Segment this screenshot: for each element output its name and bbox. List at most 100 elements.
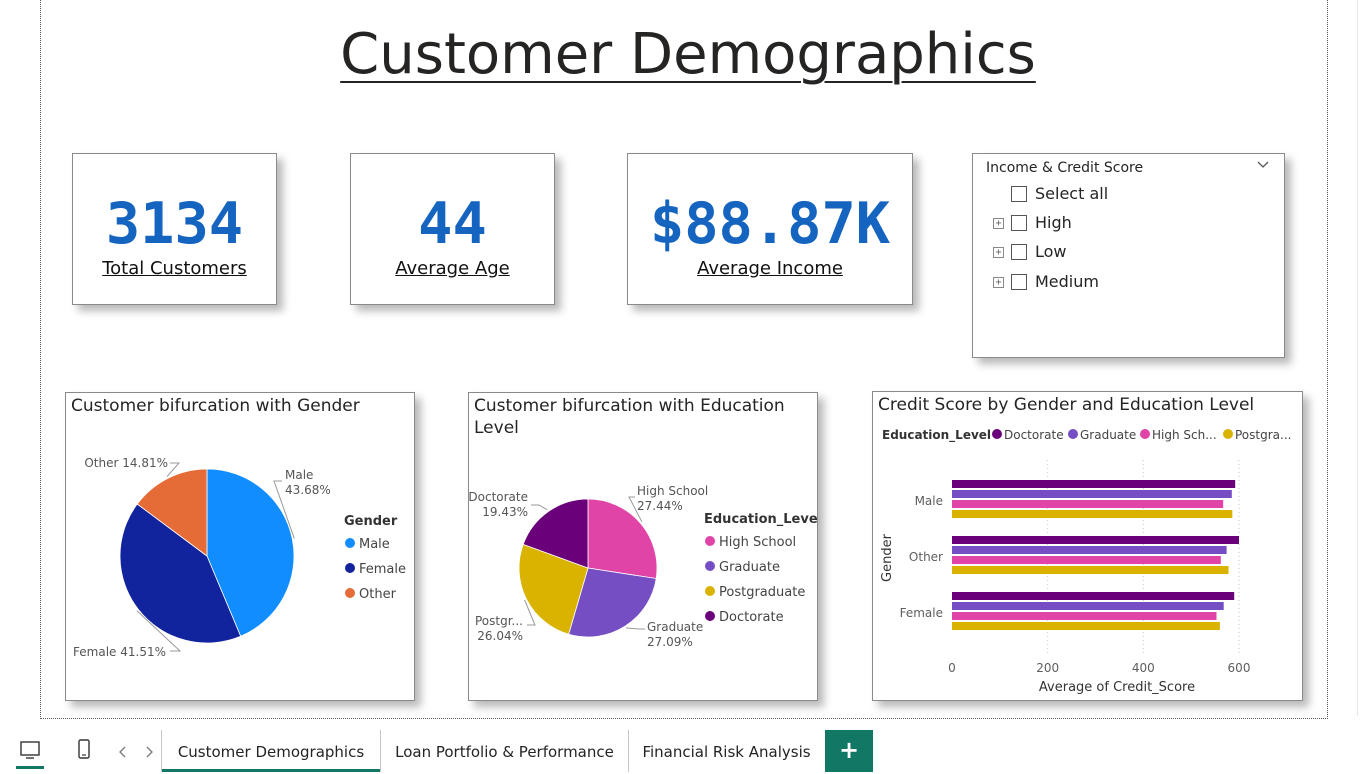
data-label-category: High School <box>637 484 708 498</box>
kpi-label: Total Customers <box>102 258 247 279</box>
legend-item[interactable]: High School <box>719 535 796 550</box>
bar-female-high-school[interactable] <box>952 612 1217 620</box>
bar-other-doctorate[interactable] <box>952 536 1239 544</box>
legend-item[interactable]: Male <box>359 537 390 552</box>
slicer-item-label: Medium <box>1035 272 1099 291</box>
education-pie-chart[interactable]: High School27.44%Graduate27.09%Postgr...… <box>469 393 817 700</box>
bar-male-high-school[interactable] <box>952 500 1224 508</box>
legend-marker <box>345 563 355 573</box>
checkbox[interactable] <box>1011 215 1027 231</box>
legend-item[interactable]: Female <box>359 562 406 577</box>
bar-other-graduate[interactable] <box>952 546 1227 554</box>
leader-line <box>524 599 536 626</box>
canvas-edge <box>1357 0 1358 716</box>
education-pie-chart-card[interactable]: Customer bifurcation with Education Leve… <box>468 392 818 701</box>
legend-marker <box>705 586 715 596</box>
tab-financial-risk-analysis[interactable]: Financial Risk Analysis <box>642 743 811 761</box>
legend-item[interactable]: Graduate <box>1080 428 1136 442</box>
income-credit-score-slicer[interactable]: Income & Credit Score Select all + High … <box>972 153 1285 358</box>
pie-slice-male[interactable] <box>206 468 295 637</box>
pie-slice-doctorate[interactable] <box>522 498 589 569</box>
slicer-item-label: Low <box>1035 242 1067 261</box>
legend-title: Education_Level <box>882 428 991 443</box>
kpi-card-total-customers[interactable]: 3134 Total Customers <box>72 153 277 305</box>
x-tick-label: 400 <box>1132 661 1155 675</box>
pie-slice-other[interactable] <box>136 468 208 557</box>
bar-male-graduate[interactable] <box>952 490 1232 498</box>
legend-marker <box>992 429 1002 439</box>
page-title: Customer Demographics <box>340 22 1036 87</box>
legend-marker <box>705 611 715 621</box>
legend-item[interactable]: High Sch... <box>1152 428 1217 442</box>
gender-pie-chart-card[interactable]: Customer bifurcation with Gender Male 43.… <box>65 392 415 701</box>
legend-item[interactable]: Doctorate <box>1004 428 1064 442</box>
expand-icon[interactable]: + <box>993 247 1004 258</box>
bar-other-high-school[interactable] <box>952 556 1221 564</box>
legend-item[interactable]: Postgra... <box>1235 428 1291 442</box>
legend-marker <box>1068 429 1078 439</box>
data-label-value: 19.43% <box>482 505 528 519</box>
x-tick-label: 600 <box>1228 661 1251 675</box>
bar-other-postgraduate[interactable] <box>952 566 1229 574</box>
legend-item[interactable]: Doctorate <box>719 610 784 625</box>
x-axis-title: Average of Credit_Score <box>1039 680 1195 695</box>
legend-marker <box>705 561 715 571</box>
pie-slice-high-school[interactable] <box>587 498 658 579</box>
leader-line <box>626 627 645 630</box>
bar-female-doctorate[interactable] <box>952 592 1235 600</box>
pie-slice-graduate[interactable] <box>568 567 657 638</box>
legend-item[interactable]: Graduate <box>719 560 780 575</box>
data-label-value: 27.09% <box>647 635 693 649</box>
checkbox[interactable] <box>1011 186 1027 202</box>
data-label-category: Postgr... <box>475 614 523 628</box>
kpi-value: 44 <box>418 191 487 257</box>
bar-female-graduate[interactable] <box>952 602 1224 610</box>
tab-divider <box>161 730 162 772</box>
legend-marker <box>705 536 715 546</box>
leader-line <box>273 480 295 539</box>
tab-divider <box>628 730 629 772</box>
tab-loan-portfolio-performance[interactable]: Loan Portfolio & Performance <box>395 743 614 761</box>
y-tick-label: Male <box>915 494 943 508</box>
kpi-card-average-age[interactable]: 44 Average Age <box>350 153 555 305</box>
mobile-view-icon[interactable] <box>68 734 100 770</box>
bar-female-postgraduate[interactable] <box>952 622 1220 630</box>
data-label-value: 43.68% <box>285 483 331 497</box>
leader-line <box>166 462 181 477</box>
y-tick-label: Female <box>900 606 943 620</box>
pie-slice-female[interactable] <box>119 503 242 644</box>
x-tick-label: 0 <box>948 661 956 675</box>
pie-slice-postgraduate[interactable] <box>518 543 589 635</box>
expand-icon[interactable]: + <box>993 218 1004 229</box>
desktop-view-icon[interactable] <box>14 734 46 770</box>
checkbox[interactable] <box>1011 274 1027 290</box>
chart-title: Customer bifurcation with Gender <box>71 396 360 416</box>
previous-page-icon[interactable] <box>108 734 136 770</box>
slicer-title: Income & Credit Score <box>986 160 1144 176</box>
chart-title: Customer bifurcation with Education Leve… <box>474 396 785 438</box>
leader-line <box>136 610 182 652</box>
legend-item[interactable]: Postgraduate <box>719 585 805 600</box>
bar-male-doctorate[interactable] <box>952 480 1236 488</box>
chart-title: Credit Score by Gender and Education Lev… <box>878 395 1255 415</box>
chevron-down-icon[interactable] <box>1256 158 1270 172</box>
checkbox[interactable] <box>1011 244 1027 260</box>
expand-icon[interactable]: + <box>993 277 1004 288</box>
legend-item[interactable]: Other <box>359 587 397 602</box>
tab-customer-demographics[interactable]: Customer Demographics <box>162 730 380 772</box>
add-page-button[interactable]: + <box>825 730 873 772</box>
credit-score-bar-chart-card[interactable]: Credit Score by Gender and Education Lev… <box>872 391 1303 701</box>
kpi-card-average-income[interactable]: $88.87K Average Income <box>627 153 913 305</box>
bar-male-postgraduate[interactable] <box>952 510 1233 518</box>
legend-marker <box>1223 429 1233 439</box>
next-page-icon[interactable] <box>135 734 163 770</box>
leader-line <box>628 496 643 523</box>
credit-score-bar-chart[interactable]: Education_Level Doctorate Graduate High Sch… <box>873 392 1302 700</box>
kpi-value: 3134 <box>105 191 244 257</box>
data-label-category: Graduate <box>647 620 703 634</box>
legend-title: Gender <box>344 514 398 529</box>
data-label: Female 41.51% <box>73 645 166 659</box>
y-tick-label: Other <box>909 550 943 564</box>
kpi-label: Average Age <box>395 258 510 279</box>
